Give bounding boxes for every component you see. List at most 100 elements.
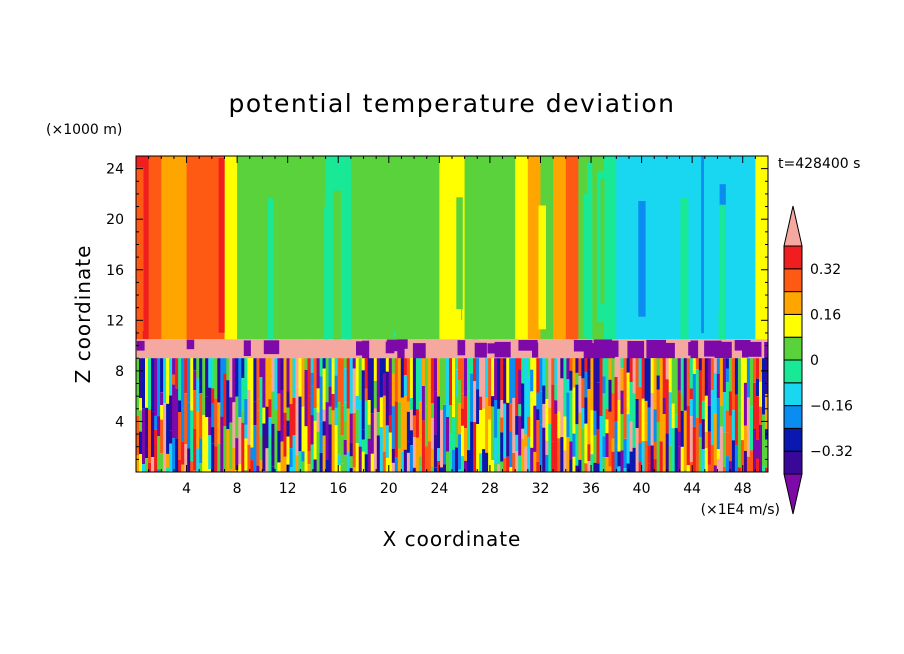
lower-field-cell [524, 434, 528, 447]
lower-field-cell [725, 368, 730, 383]
lower-field-cell [737, 358, 742, 411]
lower-field-cell [295, 433, 300, 455]
upper-field-streak [391, 175, 400, 331]
lower-field-cell [409, 358, 414, 398]
lower-field-cell [409, 430, 414, 446]
lower-field-cell [440, 410, 444, 468]
lower-field-cell [211, 403, 215, 428]
lower-field-cell [638, 443, 643, 462]
lower-field-cell [560, 378, 564, 438]
lower-field-cell [265, 406, 269, 449]
lower-field-cell [286, 464, 291, 472]
lower-field-cell [488, 419, 492, 472]
colorbar-box [783, 450, 803, 475]
upper-field-band [553, 156, 567, 340]
lower-field-cell [533, 358, 537, 406]
upper-field-streak [418, 184, 422, 336]
lower-field-cell [765, 358, 768, 395]
lower-field-cell [349, 456, 354, 468]
lower-field-cell [602, 376, 607, 394]
lower-field-cell [301, 461, 306, 472]
lower-field-cell [310, 415, 315, 445]
lower-field-cell [253, 425, 257, 472]
lower-field-cell [599, 416, 604, 472]
upper-field-band [173, 156, 188, 340]
lower-field-cell [364, 358, 369, 389]
lower-field-cell [461, 408, 465, 426]
inversion-blob [457, 340, 466, 356]
lower-field-cell [551, 358, 555, 385]
lower-field-cell [286, 436, 291, 465]
lower-field-cell [461, 358, 465, 394]
time-label: t=428400 s [778, 156, 860, 172]
lower-field-cell [740, 400, 745, 441]
lower-field-cell [765, 394, 768, 430]
lower-field-cell [361, 439, 366, 452]
lower-field-cell [572, 433, 576, 457]
lower-field-cell [340, 405, 345, 436]
lower-field-cell [247, 389, 251, 445]
lower-field-cell [734, 358, 739, 395]
lower-field-cell [539, 424, 543, 472]
lower-field-cell [169, 443, 173, 472]
lower-field-cell [728, 415, 733, 461]
lower-field-cell [704, 448, 709, 472]
upper-field-band [199, 156, 213, 340]
lower-field-cell [533, 451, 537, 472]
lower-field-cell [756, 439, 760, 459]
lower-field-cell [614, 421, 619, 447]
lower-field-cell [461, 456, 465, 472]
lower-field-cell [647, 358, 652, 408]
lower-field-cell [626, 414, 631, 464]
lower-field-cell [476, 424, 480, 472]
lower-field-cell [202, 441, 206, 472]
lower-field-cell [298, 396, 303, 452]
lower-field-cell [262, 407, 266, 424]
lower-field-cell [286, 358, 291, 392]
lower-field-cell [268, 417, 272, 436]
upper-field-band [313, 156, 327, 340]
lower-field-cell [659, 358, 664, 413]
lower-field-cell [322, 421, 327, 436]
lower-field-cell [397, 358, 402, 403]
lower-field-cell [653, 459, 658, 472]
lower-field-cell [731, 440, 736, 472]
lower-field-cell [590, 410, 594, 455]
lower-field-cell [409, 409, 414, 431]
lower-field-cell [271, 423, 275, 467]
inversion-blob [596, 342, 616, 362]
lower-field-cell [193, 470, 197, 472]
lower-field-cell [710, 358, 715, 391]
lower-field-cell [181, 358, 185, 409]
lower-field-cell [683, 358, 688, 411]
lower-field-cell [518, 369, 522, 405]
lower-field-cell [136, 416, 140, 456]
lower-field-cell [175, 438, 179, 472]
lower-field-cell [160, 419, 164, 454]
lower-field-cell [677, 446, 682, 472]
upper-field-streak [538, 205, 546, 330]
lower-field-cell [734, 394, 739, 445]
lower-field-cell [464, 428, 468, 461]
lower-field-cell [563, 416, 567, 451]
lower-field-cell [139, 398, 143, 411]
lower-field-cell [638, 386, 643, 443]
lower-field-cell [698, 370, 703, 423]
lower-field-cell [415, 409, 420, 438]
lower-field-cell [340, 358, 345, 405]
lower-field-cell [256, 465, 260, 472]
lower-field-cell [647, 463, 652, 472]
lower-field-cell [235, 358, 239, 397]
inversion-blob [532, 342, 539, 358]
lower-field-cell [412, 415, 417, 438]
lower-field-cell [412, 467, 417, 472]
lower-field-cell [596, 358, 601, 383]
lower-field-cell [653, 441, 658, 460]
lower-field-cell [596, 382, 601, 430]
lower-field-cell [716, 449, 721, 460]
lower-field-cell [464, 460, 468, 472]
lower-field-cell [430, 448, 435, 467]
lower-field-cell [184, 358, 188, 394]
lower-field-cell [394, 358, 399, 402]
lower-field-cell [587, 444, 591, 462]
